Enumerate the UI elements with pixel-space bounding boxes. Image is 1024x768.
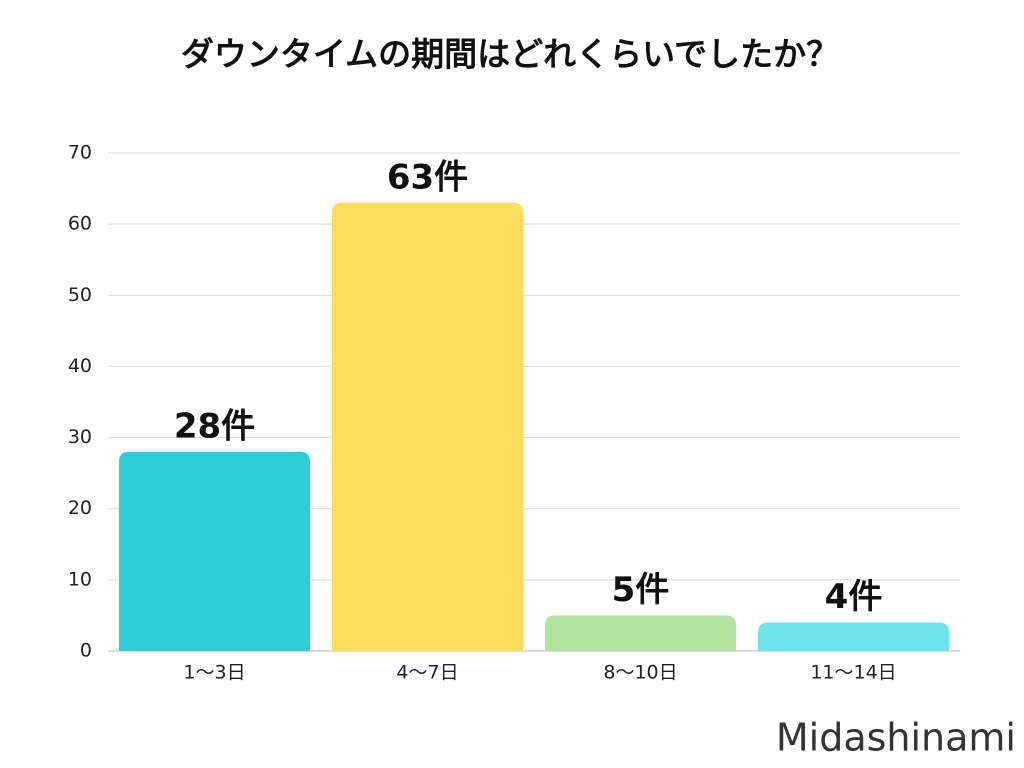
x-tick-label: 11〜14日 [810,662,896,684]
y-tick-label: 40 [68,355,92,377]
x-tick-label: 1〜3日 [183,662,245,684]
value-label: 4件 [825,577,883,617]
y-tick-label: 60 [68,213,92,235]
watermark: Midashinami [776,716,1016,760]
y-tick-label: 50 [68,284,92,306]
bar [545,615,736,651]
y-tick-label: 0 [80,640,92,662]
y-tick-label: 20 [68,497,92,519]
y-tick-label: 30 [68,426,92,448]
value-label: 63件 [387,157,468,197]
x-tick-label: 8〜10日 [603,662,677,684]
bar [758,622,949,651]
value-label: 5件 [612,570,670,610]
chart-title: ダウンタイムの期間はどれくらいでしたか？ [181,35,839,74]
y-tick-label: 70 [68,142,92,164]
x-tick-label: 4〜7日 [396,662,458,684]
bar [119,451,310,651]
value-label: 28件 [174,406,255,446]
bar [332,202,523,652]
y-tick-label: 10 [68,568,92,590]
